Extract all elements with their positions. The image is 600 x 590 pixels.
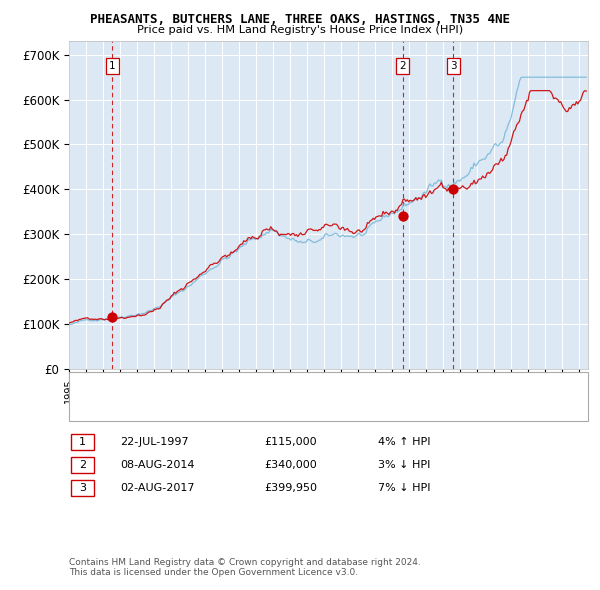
Text: HPI: Average price, detached house, Rother: HPI: Average price, detached house, Roth…	[120, 403, 337, 413]
Text: ─────: ─────	[80, 402, 115, 415]
Text: 2: 2	[399, 61, 406, 71]
Text: 08-AUG-2014: 08-AUG-2014	[120, 460, 194, 470]
Text: £115,000: £115,000	[264, 437, 317, 447]
Text: This data is licensed under the Open Government Licence v3.0.: This data is licensed under the Open Gov…	[69, 568, 358, 576]
Text: 3: 3	[450, 61, 457, 71]
Text: 3% ↓ HPI: 3% ↓ HPI	[378, 460, 430, 470]
Text: 2: 2	[79, 460, 86, 470]
Point	[398, 212, 407, 221]
Text: 1: 1	[109, 61, 116, 71]
Text: ─────: ─────	[80, 379, 115, 392]
Text: 4% ↑ HPI: 4% ↑ HPI	[378, 437, 431, 447]
Text: Contains HM Land Registry data © Crown copyright and database right 2024.: Contains HM Land Registry data © Crown c…	[69, 558, 421, 567]
Text: 1: 1	[79, 437, 86, 447]
Text: Price paid vs. HM Land Registry's House Price Index (HPI): Price paid vs. HM Land Registry's House …	[137, 25, 463, 35]
Text: PHEASANTS, BUTCHERS LANE, THREE OAKS, HASTINGS, TN35 4NE (detached house): PHEASANTS, BUTCHERS LANE, THREE OAKS, HA…	[120, 381, 542, 391]
Text: 02-AUG-2017: 02-AUG-2017	[120, 483, 194, 493]
Point	[449, 185, 458, 194]
Text: 7% ↓ HPI: 7% ↓ HPI	[378, 483, 431, 493]
Point	[107, 313, 117, 322]
Text: £399,950: £399,950	[264, 483, 317, 493]
Text: 3: 3	[79, 483, 86, 493]
Text: PHEASANTS, BUTCHERS LANE, THREE OAKS, HASTINGS, TN35 4NE: PHEASANTS, BUTCHERS LANE, THREE OAKS, HA…	[90, 13, 510, 26]
Text: £340,000: £340,000	[264, 460, 317, 470]
Text: 22-JUL-1997: 22-JUL-1997	[120, 437, 188, 447]
